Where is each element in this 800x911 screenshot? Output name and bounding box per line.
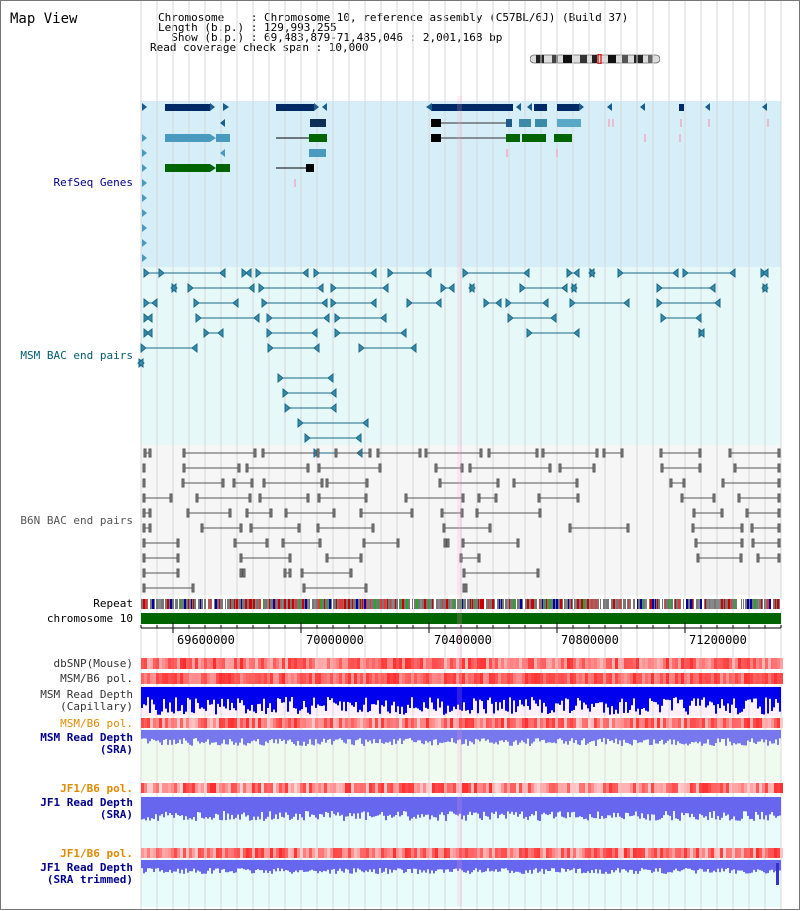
b6n-bac-end-pairs[interactable] bbox=[142, 448, 781, 593]
label-jf1-read-depth-sra[interactable]: JF1 Read Depth (SRA) bbox=[40, 796, 133, 821]
axis-tick-label: 69600000 bbox=[177, 633, 235, 647]
repeat-track[interactable] bbox=[141, 599, 782, 609]
label-msm-b6-pol-1[interactable]: MSM/B6 pol. bbox=[60, 672, 133, 685]
length-info: Length (b.p.) : 129,993,255 bbox=[158, 21, 337, 34]
view-title: Map View bbox=[10, 11, 78, 27]
axis-tick-label: 70800000 bbox=[561, 633, 619, 647]
position-axis bbox=[140, 622, 782, 633]
label-jf1-read-depth-trim[interactable]: JF1 Read Depth (SRA trimmed) bbox=[40, 861, 133, 886]
axis-tick-label: 70400000 bbox=[434, 633, 492, 647]
label-msm-bac[interactable]: MSM BAC end pairs bbox=[20, 349, 133, 362]
label-msm-read-depth-sra[interactable]: MSM Read Depth (SRA) bbox=[40, 731, 133, 756]
label-jf1-b6-pol-1[interactable]: JF1/B6 pol. bbox=[60, 782, 133, 795]
msm-bac-end-pairs[interactable] bbox=[137, 267, 769, 459]
label-dbsnp[interactable]: dbSNP(Mouse) bbox=[53, 657, 133, 670]
axis-tick-label: 70000000 bbox=[306, 633, 364, 647]
label-repeat[interactable]: Repeat bbox=[93, 597, 133, 610]
selection-highlight bbox=[457, 96, 462, 906]
read-depth-tracks[interactable] bbox=[141, 687, 781, 885]
grid-lines bbox=[140, 1, 782, 909]
chromosome-ideogram[interactable] bbox=[530, 54, 660, 64]
refseq-genes[interactable] bbox=[142, 103, 769, 262]
axis-tick-label: 71200000 bbox=[689, 633, 747, 647]
label-chromosome[interactable]: chromosome 10 bbox=[46, 612, 133, 625]
chromosome-bar[interactable] bbox=[141, 613, 781, 624]
label-msm-b6-pol-2[interactable]: MSM/B6 pol. bbox=[60, 717, 133, 730]
label-jf1-b6-pol-2[interactable]: JF1/B6 pol. bbox=[60, 847, 133, 860]
heat-tracks[interactable] bbox=[141, 658, 783, 858]
label-msm-read-depth-cap[interactable]: MSM Read Depth (Capillary) bbox=[40, 688, 133, 713]
label-b6n-bac[interactable]: B6N BAC end pairs bbox=[20, 514, 133, 527]
chromosome-info: Chromosome : Chromosome 10, reference as… bbox=[158, 11, 629, 24]
label-refseq-genes[interactable]: RefSeq Genes bbox=[53, 176, 133, 189]
